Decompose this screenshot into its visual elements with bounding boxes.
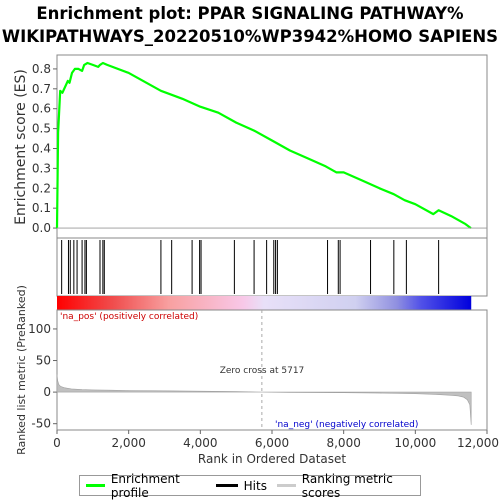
chart-title-line-2: WIKIPATHWAYS_20220510%WP3942%HOMO SAPIEN… (2, 27, 498, 46)
legend-swatch-hits-icon (215, 484, 238, 487)
x-tick-label-0: 0 (53, 436, 61, 450)
metric-tick-label-0: -50 (31, 417, 51, 431)
x-tick-label-4: 8,000 (326, 436, 360, 450)
es-tick-label-2: 0.2 (32, 181, 51, 195)
es-y-axis-label: Enrichment score (ES) (13, 69, 29, 225)
x-axis-label: Rank in Ordered Dataset (198, 452, 346, 466)
legend-item-hits: Hits (215, 478, 267, 493)
es-panel-frame (56, 54, 488, 239)
legend-label-hits: Hits (243, 478, 267, 493)
hits-layer (61, 240, 440, 294)
x-axis: 0 2,000 4,000 6,000 8,000 10,000 12,000 (53, 430, 499, 450)
zero-cross-label: Zero cross at 5717 (220, 366, 305, 376)
x-tick-label-1: 2,000 (111, 436, 145, 450)
es-tick-label-6: 0.6 (32, 102, 51, 116)
metric-tick-label-2: 50 (36, 354, 51, 368)
legend-label-enrichment-profile: Enrichment profile (110, 471, 180, 500)
legend-item-enrichment-profile: Enrichment profile (86, 472, 206, 500)
metric-y-axis-label: Ranked list metric (PreRanked) (15, 285, 28, 455)
legend-label-ranking-metric: Ranking metric scores (301, 471, 393, 500)
x-tick-label-5: 10,000 (394, 436, 436, 450)
metric-y-axis: -50 0 50 100 (28, 322, 57, 431)
x-tick-label-2: 4,000 (183, 436, 217, 450)
color-bar-fill (57, 296, 472, 310)
es-tick-label-0: 0.0 (32, 221, 51, 235)
enrichment-profile-layer (55, 61, 487, 229)
hits-panel-frame (56, 237, 488, 297)
x-tick-label-3: 6,000 (255, 436, 289, 450)
es-tick-label-3: 0.3 (32, 161, 51, 175)
metric-tick-label-1: 0 (43, 385, 51, 399)
legend-swatch-enrichment-icon (86, 484, 105, 487)
ranked-list-color-bar (57, 296, 472, 310)
es-tick-label-5: 0.5 (32, 122, 51, 136)
enrichment-profile-line (55, 61, 472, 229)
ranking-metric-fill (56, 374, 472, 425)
na-neg-label: 'na_neg' (negatively correlated) (275, 420, 418, 430)
es-tick-label-7: 0.7 (32, 82, 51, 96)
es-y-axis: 0.0 0.1 0.2 0.3 0.4 0.5 0.6 0.7 0.8 (32, 62, 57, 235)
metric-panel-frame (56, 309, 488, 431)
ranking-metric-area (56, 374, 472, 425)
legend: Enrichment profile Hits Ranking metric s… (79, 472, 421, 500)
chart-title-line-1: Enrichment plot: PPAR SIGNALING PATHWAY% (36, 4, 464, 23)
es-tick-label-8: 0.8 (32, 62, 51, 76)
x-tick-label-6: 12,000 (457, 436, 499, 450)
es-tick-label-1: 0.1 (32, 201, 51, 215)
es-tick-label-4: 0.4 (32, 141, 51, 155)
metric-tick-label-3: 100 (28, 322, 51, 336)
legend-swatch-metric-icon (276, 484, 296, 487)
legend-item-ranking-metric: Ranking metric scores (276, 471, 416, 500)
na-pos-label: 'na_pos' (positively correlated) (60, 312, 198, 322)
